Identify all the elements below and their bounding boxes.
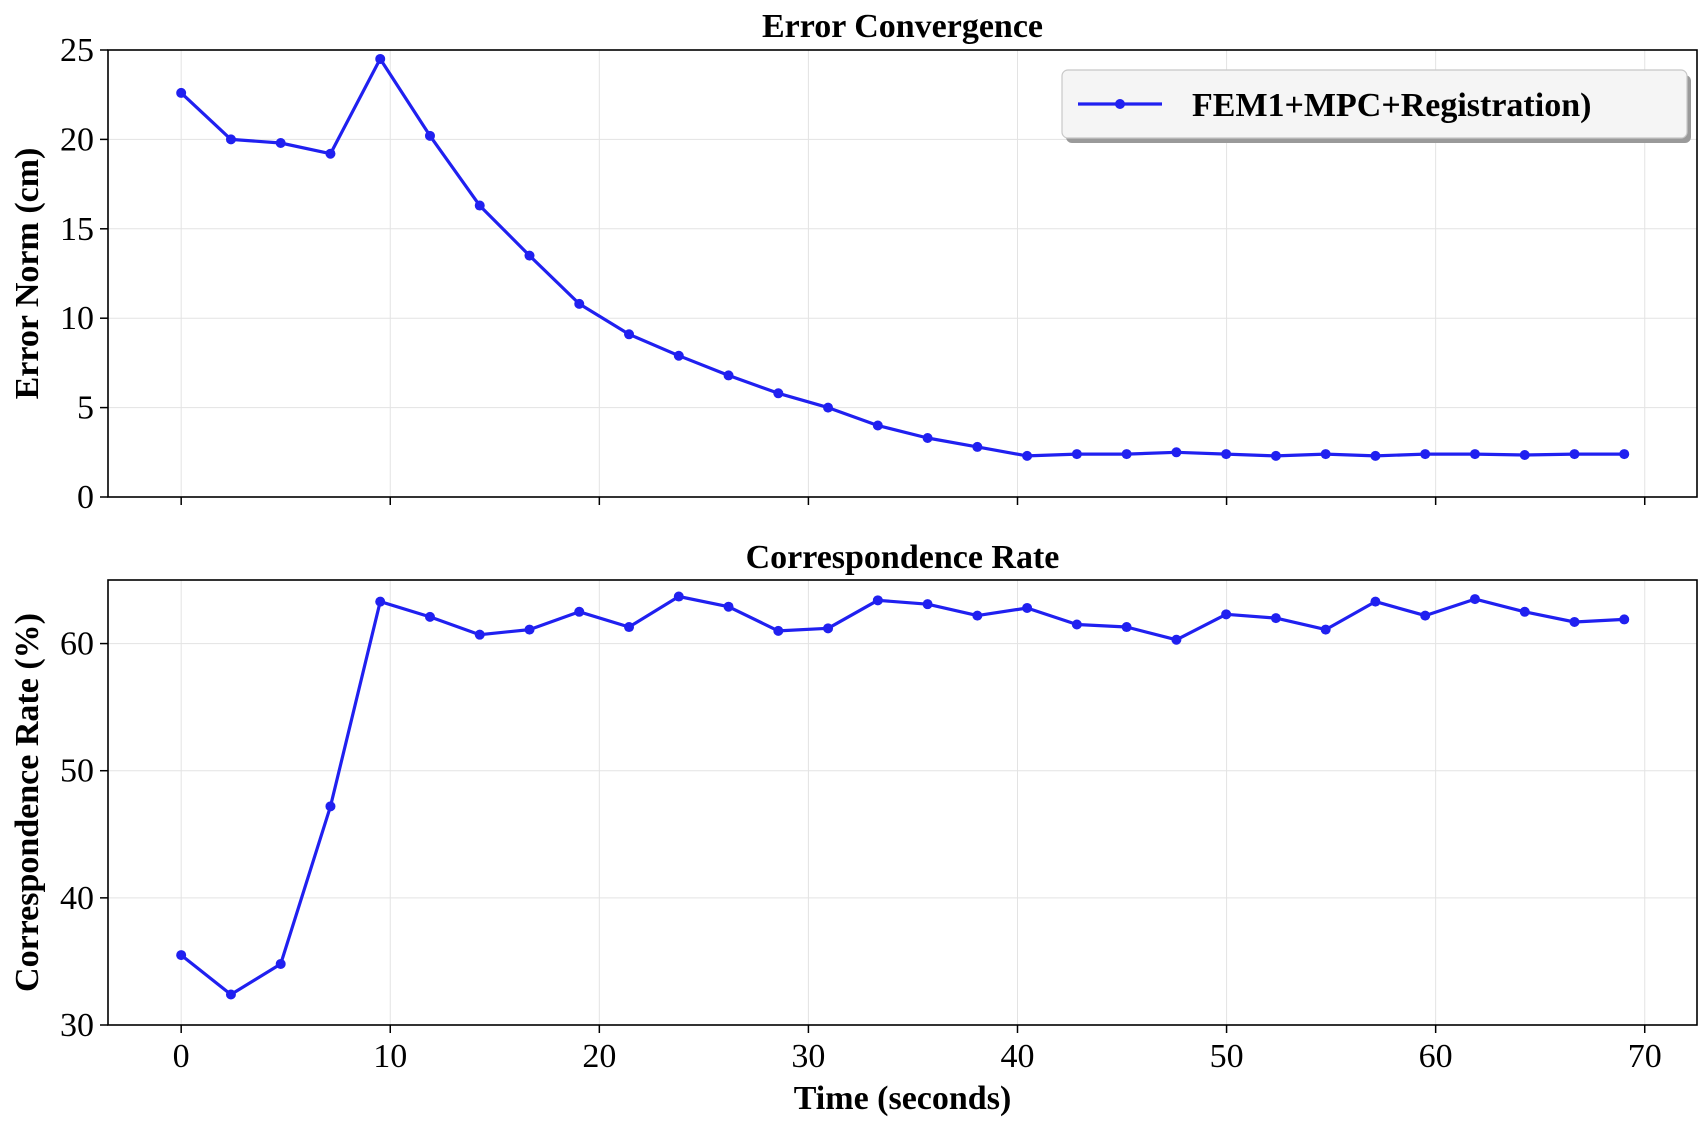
legend-box [1061,69,1688,139]
x-tick-label: 40 [1000,1038,1034,1075]
data-point [1569,449,1580,460]
x-axis-label: Time (seconds) [794,1080,1012,1117]
data-point [1619,449,1630,460]
x-tick-label: 30 [791,1038,825,1075]
data-point [176,950,187,961]
data-point [1221,609,1232,620]
data-point [1022,450,1033,461]
data-point [1420,610,1431,621]
legend-marker-swatch [1115,99,1125,109]
y-tick-label: 20 [60,121,94,158]
y-tick-label: 30 [60,1007,94,1044]
data-point [1071,449,1082,460]
y-tick-label: 40 [60,880,94,917]
data-point [773,625,784,636]
y-tick-label: 10 [60,300,94,337]
data-point [1171,447,1182,458]
x-tick-label: 70 [1628,1038,1662,1075]
x-tick-label: 0 [173,1038,190,1075]
data-point [275,958,286,969]
y-axis-label: Error Norm (cm) [9,148,46,400]
data-point [972,610,983,621]
data-point [375,53,386,64]
data-point [1171,634,1182,645]
data-point [275,137,286,148]
data-point [972,441,983,452]
y-tick-label: 15 [60,211,94,248]
series-line [180,594,1625,997]
x-tick-label: 50 [1210,1038,1244,1075]
data-point [524,624,535,635]
data-point [1519,449,1530,460]
series-line [180,57,1625,458]
data-point [872,595,883,606]
data-point [1469,594,1480,605]
y-tick-label: 50 [60,753,94,790]
chart-title: Correspondence Rate [746,539,1060,576]
data-point [1619,614,1630,625]
data-point [574,298,585,309]
data-point [176,87,187,98]
data-point [225,989,236,1000]
data-point [325,801,336,812]
data-point [1320,624,1331,635]
data-point [1071,619,1082,630]
data-point [624,622,635,633]
x-tick-label: 10 [373,1038,407,1075]
y-tick-label: 25 [60,32,94,69]
y-axis-label: Correspondence Rate (%) [9,613,46,992]
data-point [1320,449,1331,460]
plot-frame [107,49,1698,498]
data-point [225,134,236,145]
data-point [922,599,933,610]
data-point [1121,622,1132,633]
data-point [1270,450,1281,461]
data-point [1270,613,1281,624]
legend-entry: FEM1+MPC+Registration) [1192,87,1591,124]
data-point [872,420,883,431]
data-point [474,200,485,211]
data-point [325,148,336,159]
y-tick-label: 5 [77,390,94,427]
error-convergence-panel: 0 5 10 15 20 25 Error Convergence Error Norm (c… [9,8,1698,516]
data-point [375,596,386,607]
y-tick-label: 0 [77,479,94,516]
data-point [922,432,933,443]
data-point [1370,450,1381,461]
data-point [624,329,635,340]
data-point [723,370,734,381]
data-point [1569,616,1580,627]
data-point [823,402,834,413]
data-point [524,250,535,261]
data-point [773,388,784,399]
plot-frame [107,579,1698,1026]
data-point [424,130,435,141]
data-point [673,591,684,602]
data-point [1221,449,1232,460]
data-point [474,629,485,640]
data-point [1370,596,1381,607]
data-point [424,611,435,622]
data-point [574,606,585,617]
data-point [1121,449,1132,460]
y-tick-label: 60 [60,626,94,663]
x-tick-label: 20 [582,1038,616,1075]
chart-title: Error Convergence [762,8,1043,45]
data-point [1519,606,1530,617]
data-point [1022,602,1033,613]
data-point [1469,449,1480,460]
data-point [723,601,734,612]
data-point [673,350,684,361]
data-point [1420,449,1431,460]
correspondence-rate-panel: 0 10 20 30 40 50 60 70 30 40 50 60 Correspondence Ra… [9,539,1698,1117]
x-tick-label: 60 [1419,1038,1453,1075]
data-point [823,623,834,634]
